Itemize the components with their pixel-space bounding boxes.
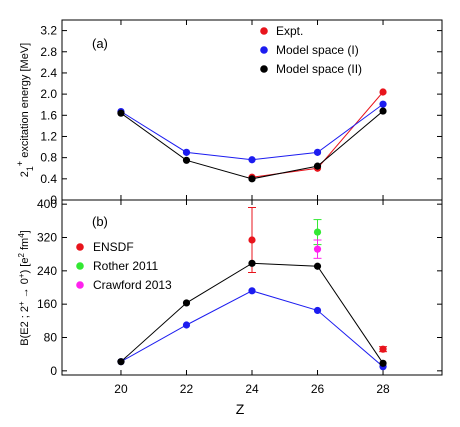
panel-a-data-point: [313, 162, 322, 170]
legend-b-label: Crawford 2013: [93, 278, 172, 292]
panel-b-label: (b): [92, 214, 108, 229]
panel-b-data-point: [379, 359, 387, 367]
panel-a-y-tick-label: 2.4: [40, 66, 57, 80]
panel-a-series-line: [120, 110, 384, 180]
x-axis-label: Z: [236, 401, 245, 417]
panel-a-series-line: [120, 103, 384, 161]
panel-b-data-point: [379, 345, 387, 353]
x-tick-label: 24: [245, 382, 259, 396]
panel-b-data-point: [313, 228, 322, 236]
panel-b-data-point: [313, 245, 322, 253]
legend-a-label: Expt.: [276, 24, 303, 38]
panel-a-y-tick-label: 2.0: [40, 87, 57, 101]
panel-b-data-point: [248, 259, 256, 267]
panel-b-plot: 0 80 160 240 320 400 ENSDF Rother 2011 Crawford …: [37, 197, 442, 378]
panel-b-data-point: [117, 358, 125, 366]
panel-b-data-point: [182, 299, 191, 307]
panel-a-data-point: [182, 148, 191, 156]
panel-a-y-tick-label: 0.8: [40, 151, 57, 165]
panel-b-y-tick-label: 80: [44, 331, 58, 345]
panel-a-data-point: [379, 100, 387, 108]
panel-b-y-tick-label: 160: [37, 297, 57, 311]
legend-a-marker: [260, 46, 268, 54]
panel-b-data-point: [313, 262, 322, 270]
panel-b-data-point: [313, 306, 322, 315]
panel-a-label: (a): [92, 36, 108, 51]
panel-b-y-tick-label: 240: [37, 264, 57, 278]
x-tick-label: 20: [114, 382, 128, 396]
panel-a-plot: 0 0.4 0.8 1.2 1.6 2.0 2.4 2.8 3.2 Expt. Model spac…: [40, 20, 442, 207]
panel-a-data-point: [117, 109, 125, 117]
panel-b-y-tick-label: 400: [37, 197, 57, 211]
legend-a-label: Model space (I): [276, 43, 359, 57]
x-tick-label: 22: [180, 382, 194, 396]
legend-a-marker: [260, 65, 268, 73]
x-tick-label: 28: [376, 382, 390, 396]
legend-b-label: ENSDF: [93, 240, 134, 254]
panel-b-data-point: [248, 236, 256, 244]
panel-a-y-axis-label: 21+ excitation energy [MeV]: [15, 43, 35, 177]
panel-a-y-tick-label: 1.2: [40, 129, 57, 143]
panel-a-y-tick-label: 3.2: [40, 24, 57, 38]
legend-b-marker: [76, 262, 84, 270]
legend-a-marker: [260, 27, 268, 35]
legend-b-label: Rother 2011: [93, 259, 158, 273]
x-axis-ticks: 20 22 24 26 28: [114, 382, 390, 396]
panel-a-data-point: [313, 148, 322, 156]
panel-b-y-axis-label: B(E2 ; 2+ → 0+) [e2 fm4]: [17, 230, 32, 345]
legend-b-marker: [76, 243, 84, 251]
x-tick-label: 26: [311, 382, 325, 396]
legend-a-label: Model space (II): [276, 62, 362, 76]
panel-a-data-point: [248, 156, 256, 164]
legend-b-marker: [76, 281, 84, 289]
panel-a-data-point: [379, 107, 387, 115]
panel-a-data-point: [379, 88, 387, 96]
panel-b-data-point: [182, 321, 191, 329]
panel-a-data-point: [248, 175, 256, 183]
panel-a-data-point: [182, 156, 191, 164]
panel-b-y-tick-label: 320: [37, 231, 57, 245]
panel-a-y-tick-label: 0.4: [40, 172, 57, 186]
panel-a-y-tick-label: 1.6: [40, 108, 57, 122]
panel-b-series-line: [120, 290, 384, 368]
panel-b-data-point: [248, 287, 256, 295]
panel-a-y-tick-label: 2.8: [40, 45, 57, 59]
panel-a-y-tick-label: 0: [50, 193, 57, 207]
panel-b-y-tick-label: 0: [50, 364, 57, 378]
